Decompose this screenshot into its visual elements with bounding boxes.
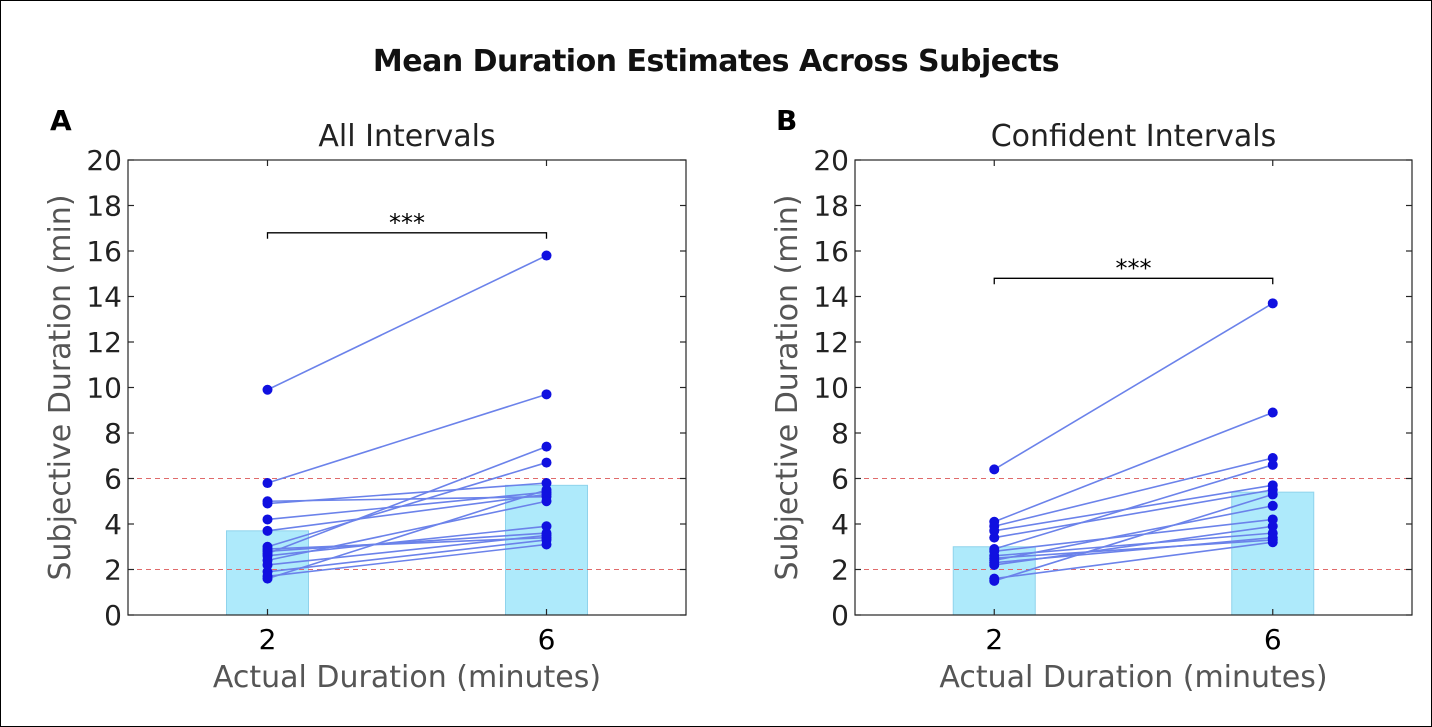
y-tick-label: 6 [104,463,122,496]
y-tick-label: 16 [86,235,122,268]
subject-point [1267,489,1278,500]
subject-point [262,514,273,525]
y-tick-label: 18 [86,190,122,223]
mean-bar-6 [1231,491,1315,616]
subject-line [267,534,547,566]
axes-title: Confident Intervals [991,119,1277,154]
y-axis-label: Subjective Duration (min) [770,194,805,580]
axes-title: All Intervals [318,119,495,154]
subject-line [994,505,1273,562]
y-tick-label: 0 [831,599,849,632]
subject-point [1267,537,1278,548]
subject-line [267,254,547,391]
subject-point [989,532,1000,543]
subject-point [541,496,552,507]
subject-point [989,575,1000,586]
x-tick-label: 2 [985,623,1003,656]
subject-point [541,389,552,400]
panel-letter-a: A [50,104,72,137]
significance-label: *** [1116,254,1152,282]
subject-point [1267,500,1278,511]
y-tick-label: 14 [813,281,849,314]
subject-line [994,464,1273,550]
significance-bracket [266,232,548,239]
subject-line [994,539,1273,559]
y-axis-label: Subjective Duration (min) [43,194,78,580]
panel-b: 0 2 4 6 8 10 12 14 16 18 20 2 6 *** Confident Interval… [770,119,1413,695]
y-tick-label: 8 [104,417,122,450]
subject-line [267,491,547,521]
subject-point [262,573,273,584]
y-tick-label: 20 [86,144,122,177]
x-tick-label: 2 [259,623,277,656]
subject-line [994,541,1273,580]
subject-point [541,521,552,532]
subject-line [267,445,547,555]
panel-a: 0 2 4 6 8 10 12 14 16 18 20 2 6 *** All Intervals Actua… [43,119,687,695]
subject-line [267,393,547,484]
significance-label: *** [389,209,425,237]
subject-line [993,302,1274,471]
y-tick-label: 2 [104,554,122,587]
subject-line [267,482,547,505]
subject-point [989,559,1000,570]
y-tick-label: 4 [831,508,849,541]
subject-line [994,518,1273,553]
subject-line [994,493,1273,582]
subject-point [1267,459,1278,470]
y-tick-label: 0 [104,599,122,632]
subject-line [267,500,547,562]
subject-point [1267,521,1278,532]
subject-line [994,484,1273,532]
y-tick-label: 14 [86,281,122,314]
significance-bracket [993,277,1274,285]
subject-line [994,489,1273,539]
subject-line [267,539,547,573]
subject-line [267,489,547,580]
subject-line [267,532,547,553]
y-tick-label: 10 [813,372,849,405]
x-tick-label: 6 [538,623,556,656]
subject-point [989,464,1000,475]
y-tick-label: 20 [813,144,849,177]
subject-point [541,457,552,468]
subject-point [541,484,552,495]
y-tick-label: 12 [813,326,849,359]
subject-point [541,250,552,261]
subject-line [267,461,547,548]
subject-point [541,539,552,550]
subject-point [262,478,273,489]
subject-line [994,525,1273,566]
figure-title: Mean Duration Estimates Across Subjects [372,44,1060,79]
y-tick-label: 18 [813,190,849,223]
y-tick-label: 2 [831,554,849,587]
subject-line [993,411,1274,523]
y-tick-label: 10 [86,372,122,405]
y-tick-label: 12 [86,326,122,359]
subject-point [541,441,552,452]
x-axis-label: Actual Duration (minutes) [213,660,601,695]
y-tick-label: 16 [813,235,849,268]
panel-letter-b: B [776,104,798,137]
y-tick-label: 6 [831,463,849,496]
y-tick-label: 4 [104,508,122,541]
subject-line [267,543,547,578]
axes-box [854,159,1413,616]
subject-point [1267,407,1278,418]
subject-point [262,498,273,509]
subject-line [267,493,547,532]
subject-point [262,384,273,395]
y-tick-label: 8 [831,417,849,450]
x-tick-label: 6 [1264,623,1282,656]
subject-point [262,525,273,536]
x-axis-label: Actual Duration (minutes) [939,660,1327,695]
subject-line [994,457,1273,528]
subject-point [1267,298,1278,309]
